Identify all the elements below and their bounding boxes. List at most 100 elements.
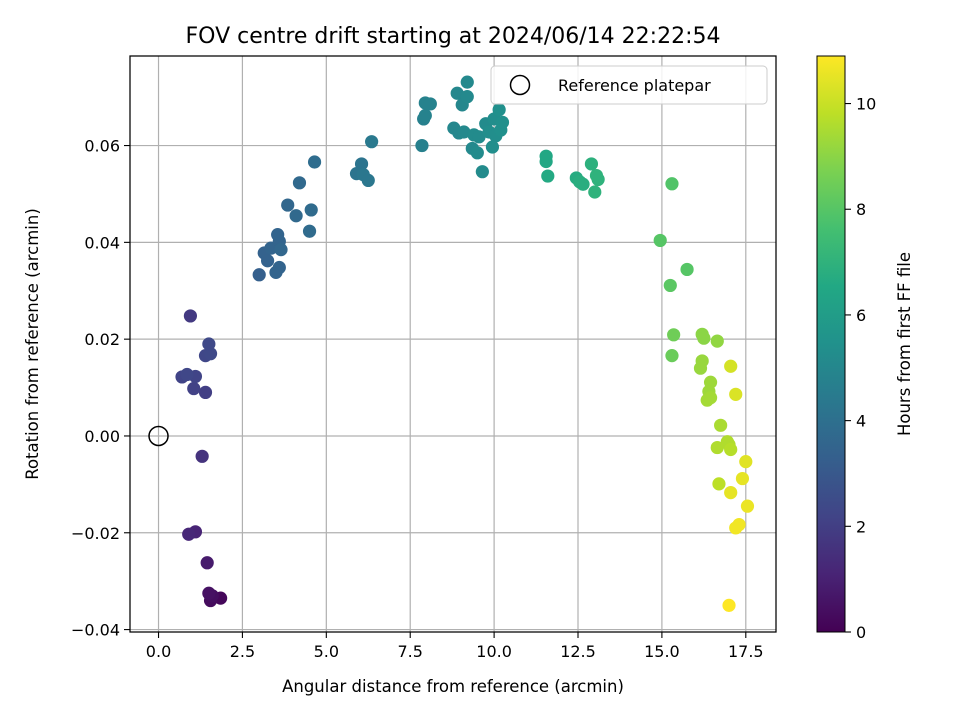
colorbar-tick-label: 2 — [856, 517, 866, 536]
data-point — [354, 157, 369, 171]
x-axis-label: Angular distance from reference (arcmin) — [282, 677, 624, 696]
data-point — [492, 103, 506, 117]
data-point — [724, 359, 738, 373]
colorbar-ticks: 0 2 4 6 8 10 — [845, 95, 876, 642]
data-points — [175, 75, 755, 612]
x-tick-label: 12.5 — [560, 642, 596, 661]
data-point — [289, 209, 303, 223]
data-point — [576, 177, 590, 191]
y-axis-label: Rotation from reference (arcmin) — [23, 208, 42, 480]
x-tick-label: 5.0 — [314, 642, 339, 661]
data-point — [710, 440, 724, 455]
data-point — [653, 233, 667, 248]
data-point — [591, 172, 605, 187]
legend-marker — [509, 74, 531, 96]
colorbar-tick-label: 8 — [856, 200, 866, 219]
data-point — [187, 381, 201, 396]
data-point — [475, 165, 489, 179]
data-point — [183, 309, 198, 323]
data-point — [712, 477, 726, 491]
data-point — [735, 471, 750, 486]
data-point — [485, 140, 500, 154]
data-point — [697, 331, 711, 345]
colorbar — [817, 56, 845, 632]
reference-marker-group — [148, 425, 169, 447]
data-point — [198, 385, 213, 400]
data-point — [302, 224, 317, 238]
data-point — [472, 130, 486, 144]
data-point — [272, 260, 286, 275]
y-tick-label: −0.04 — [71, 621, 120, 640]
data-point — [304, 203, 318, 217]
colorbar-tick-label: 10 — [856, 95, 876, 114]
colorbar-label: Hours from first FF file — [895, 252, 914, 436]
x-tick-label: 0.0 — [146, 642, 171, 661]
legend-box — [490, 65, 768, 105]
data-point — [729, 521, 743, 535]
data-point — [182, 527, 196, 541]
data-point — [460, 75, 474, 89]
data-point — [541, 169, 555, 183]
data-point — [180, 367, 194, 382]
data-point — [460, 90, 474, 104]
data-point — [722, 598, 736, 612]
data-point — [252, 268, 266, 282]
x-axis-ticks: 0.0 2.5 5.0 7.5 10.0 12.5 15.0 17.5 — [146, 632, 764, 661]
y-tick-label: 0.02 — [84, 330, 120, 349]
data-point — [307, 155, 322, 169]
legend: Reference platepar — [490, 65, 768, 105]
data-point — [202, 586, 216, 600]
data-point — [584, 157, 599, 171]
data-point — [457, 125, 471, 139]
colorbar-tick-label: 6 — [856, 306, 866, 325]
data-point — [703, 391, 718, 405]
data-point — [663, 278, 677, 293]
data-point — [423, 97, 437, 111]
data-point — [260, 254, 275, 268]
data-point — [365, 135, 379, 149]
data-point — [415, 138, 429, 153]
data-point — [740, 499, 755, 513]
chart-title: FOV centre drift starting at 2024/06/14 … — [186, 24, 721, 49]
y-tick-label: −0.02 — [71, 524, 120, 543]
data-point — [281, 198, 295, 212]
data-point — [495, 115, 510, 129]
data-point — [195, 449, 209, 463]
data-point — [361, 173, 375, 187]
data-point — [665, 349, 679, 363]
y-tick-label: 0.00 — [84, 427, 120, 446]
data-point — [665, 177, 679, 191]
plot-area — [130, 56, 776, 632]
colorbar-tick-label: 0 — [856, 623, 866, 642]
colorbar-tick-label: 4 — [856, 412, 866, 431]
reference-platepar-marker — [148, 425, 169, 447]
x-tick-label: 10.0 — [476, 642, 512, 661]
data-point — [450, 86, 464, 100]
data-point — [418, 108, 432, 123]
legend-entry-label: Reference platepar — [558, 76, 711, 95]
y-axis-ticks: −0.04 −0.02 0.00 0.02 0.04 0.06 — [71, 137, 130, 640]
data-point — [724, 442, 738, 457]
data-point — [729, 387, 743, 401]
data-point — [693, 361, 708, 375]
data-point — [710, 334, 724, 348]
grid-lines — [130, 56, 776, 632]
x-tick-label: 17.5 — [728, 642, 764, 661]
data-point — [470, 146, 484, 160]
x-tick-label: 2.5 — [230, 642, 255, 661]
data-point — [724, 485, 738, 500]
data-point — [588, 185, 602, 199]
colorbar-frame — [816, 55, 846, 633]
y-tick-label: 0.06 — [84, 137, 120, 156]
x-tick-label: 7.5 — [397, 642, 422, 661]
data-point — [539, 149, 553, 163]
data-point — [200, 556, 214, 570]
data-point — [739, 455, 753, 469]
data-point — [714, 418, 728, 432]
data-point — [274, 243, 288, 257]
data-point — [292, 176, 307, 190]
y-tick-label: 0.04 — [84, 233, 120, 252]
data-point — [680, 262, 694, 277]
x-tick-label: 15.0 — [644, 642, 680, 661]
